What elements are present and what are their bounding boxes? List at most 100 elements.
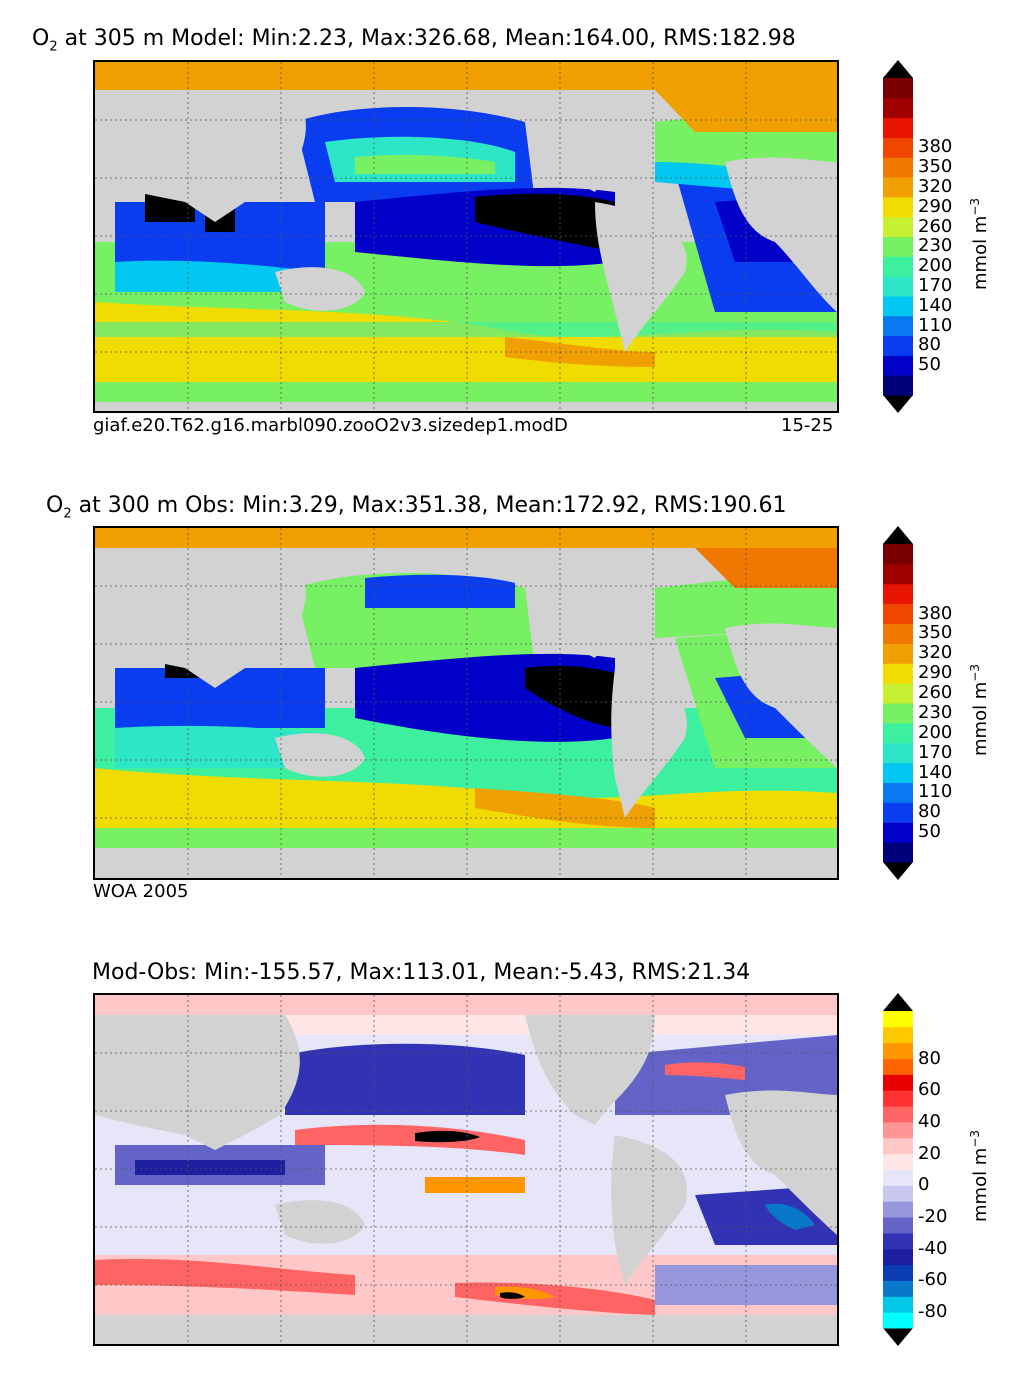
colorbar-segment: [883, 157, 913, 178]
colorbar-segment: [883, 742, 913, 764]
colorbar-tick-label: 230: [918, 701, 953, 723]
colorbar-segment: [883, 117, 913, 138]
colorbar-tick-label: 200: [918, 721, 953, 743]
colorbar-segment: [883, 256, 913, 277]
colorbar-segment: [883, 295, 913, 317]
colorbar-segment: [883, 1248, 913, 1266]
colorbar-tick-label: 110: [918, 781, 953, 803]
colorbar-tick-label: 380: [918, 136, 953, 158]
colorbar-segment: [883, 315, 913, 337]
colorbar-segment: [883, 335, 913, 356]
colorbar-tick-label: 110: [918, 314, 953, 336]
colorbar-segment: [883, 1058, 913, 1075]
colorbar-tick-label: 80: [918, 334, 941, 356]
colorbar-segment: [883, 663, 913, 684]
map-obs-field: [95, 528, 837, 878]
colorbar-tick-label: -60: [918, 1269, 948, 1291]
colorbar-segment: [883, 544, 913, 565]
colorbar-segment: [883, 1026, 913, 1044]
panel-title-model: O2 at 305 m Model: Min:2.23, Max:326.68,…: [32, 26, 796, 55]
colorbar-segment: [883, 782, 913, 803]
colorbar-segment: [883, 822, 913, 843]
colorbar-segment: [883, 1153, 913, 1170]
colorbar-segment: [883, 703, 913, 724]
caption-obs-source: WOA 2005: [93, 881, 189, 902]
caption-model-case: giaf.e20.T62.g16.marbl090.zooO2v3.sizede…: [93, 415, 568, 436]
colorbar-tick-label: 260: [918, 682, 953, 704]
colorbar-tick-label: 0: [918, 1174, 930, 1196]
colorbar-segment: [883, 762, 913, 783]
map-diff-field: [95, 995, 837, 1344]
colorbar-tick-label: 350: [918, 156, 953, 178]
colorbar-segment: [883, 643, 913, 664]
colorbar-tick-label: 260: [918, 215, 953, 237]
colorbar-tick-label: 140: [918, 294, 953, 316]
colorbar-obs-unit: mmol m−3: [968, 663, 991, 756]
colorbar-segment: [883, 1232, 913, 1250]
colorbar-tick-label: 380: [918, 602, 953, 624]
colorbar-segment: [883, 1264, 913, 1281]
colorbar-segment: [883, 1280, 913, 1297]
colorbar-segment: [883, 196, 913, 218]
map-model-field: [95, 62, 837, 411]
colorbar-segment: [883, 683, 913, 704]
colorbar-tick-label: -40: [918, 1237, 948, 1259]
colorbar-segment: [883, 97, 913, 119]
map-model: [93, 60, 839, 413]
colorbar-tick-label: 170: [918, 741, 953, 763]
colorbar-segment: [883, 583, 913, 605]
colorbar-tick-label: -20: [918, 1206, 948, 1228]
colorbar-segment: [883, 177, 913, 198]
colorbar-segment: [883, 1169, 913, 1186]
colorbar-segment: [883, 1296, 913, 1313]
colorbar-tick-label: 60: [918, 1079, 941, 1101]
colorbar-segment: [883, 1201, 913, 1218]
colorbar-segment: [883, 1121, 913, 1139]
colorbar-tick-label: 200: [918, 255, 953, 277]
colorbar-tick-label: 350: [918, 622, 953, 644]
colorbar-segment: [883, 78, 913, 99]
colorbar-tick-label: 50: [918, 821, 941, 843]
colorbar-tick-label: 290: [918, 662, 953, 684]
colorbar-model-bar: [883, 60, 913, 413]
colorbar-segment: [883, 1074, 913, 1091]
map-diff: [93, 993, 839, 1346]
colorbar-model-unit: mmol m−3: [968, 197, 991, 290]
colorbar-obs: [883, 526, 913, 880]
panel-title-diff: Mod-Obs: Min:-155.57, Max:113.01, Mean:-…: [92, 960, 751, 985]
colorbar-segment: [883, 276, 913, 297]
colorbar-segment: [883, 375, 913, 396]
colorbar-tick-label: 80: [918, 801, 941, 823]
colorbar-segment: [883, 236, 913, 257]
colorbar-tick-label: 50: [918, 354, 941, 376]
colorbar-tick-label: 20: [918, 1142, 941, 1164]
colorbar-tick-label: 320: [918, 642, 953, 664]
colorbar-tick-label: 170: [918, 275, 953, 297]
colorbar-tick-label: 140: [918, 761, 953, 783]
colorbar-diff: [883, 993, 913, 1346]
colorbar-segment: [883, 1011, 913, 1028]
colorbar-segment: [883, 1042, 913, 1060]
colorbar-segment: [883, 216, 913, 237]
colorbar-segment: [883, 1090, 913, 1107]
colorbar-segment: [883, 1106, 913, 1123]
colorbar-segment: [883, 1312, 913, 1329]
colorbar-segment: [883, 137, 913, 158]
colorbar-segment: [883, 1137, 913, 1155]
colorbar-segment: [883, 842, 913, 863]
colorbar-segment: [883, 355, 913, 376]
colorbar-segment: [883, 722, 913, 744]
colorbar-segment: [883, 603, 913, 624]
colorbar-model: [883, 60, 913, 413]
colorbar-segment: [883, 623, 913, 644]
colorbar-segment: [883, 563, 913, 585]
colorbar-tick-label: 290: [918, 195, 953, 217]
colorbar-tick-label: -80: [918, 1301, 948, 1323]
map-obs: [93, 526, 839, 880]
colorbar-obs-bar: [883, 526, 913, 880]
colorbar-segment: [883, 1185, 913, 1202]
colorbar-tick-label: 320: [918, 175, 953, 197]
caption-model-years: 15-25: [781, 415, 834, 436]
colorbar-diff-bar: [883, 993, 913, 1346]
colorbar-tick-label: 80: [918, 1047, 941, 1069]
